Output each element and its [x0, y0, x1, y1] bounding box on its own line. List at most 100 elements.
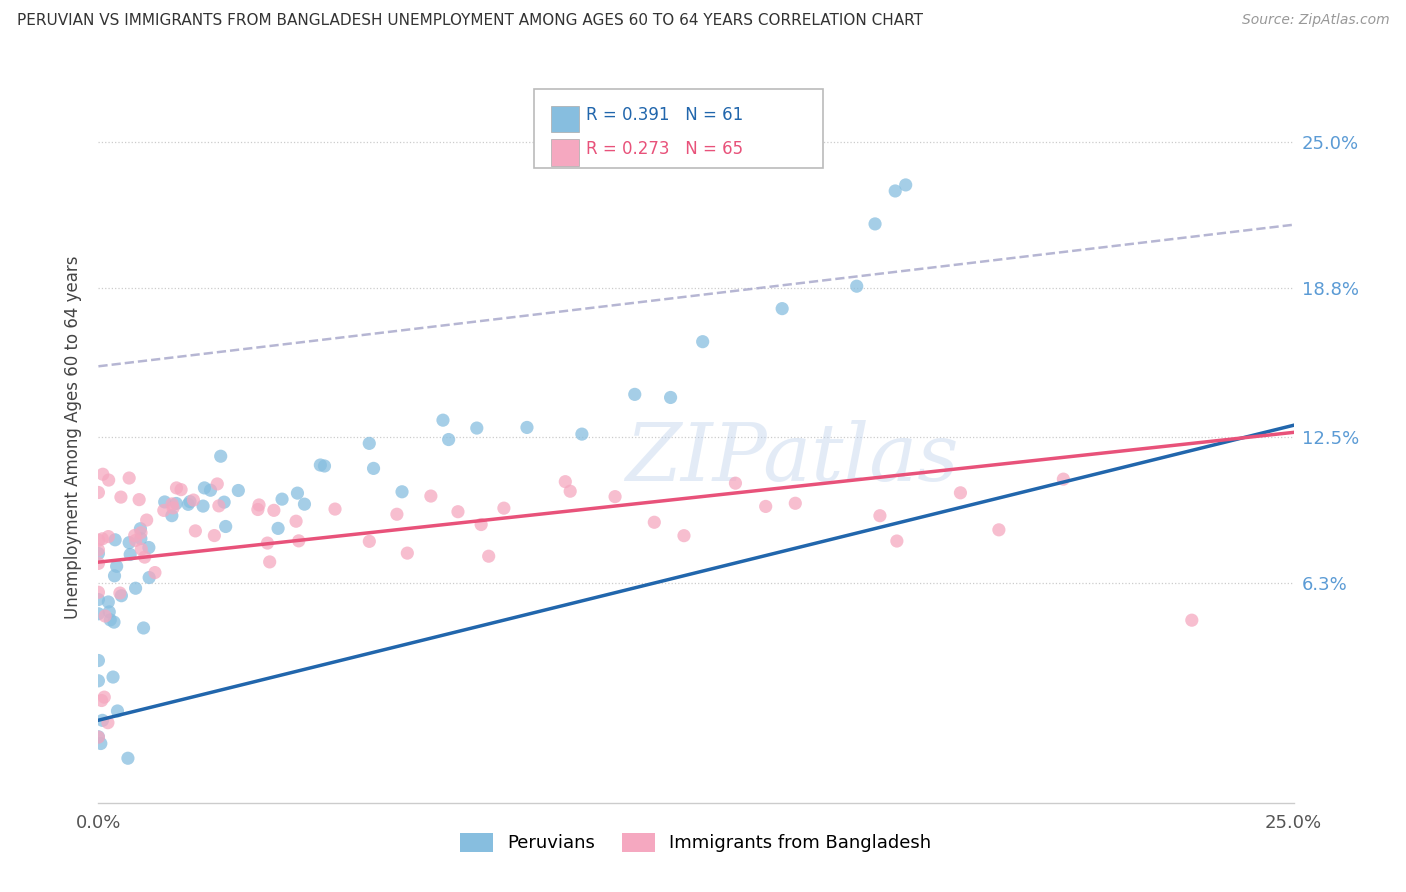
- Point: [309, 458, 332, 472]
- Point: [87, 542, 110, 557]
- Point: [160, 497, 183, 511]
- Point: [93, 690, 115, 705]
- Point: [162, 500, 184, 515]
- Point: [124, 581, 146, 595]
- Point: [478, 549, 501, 564]
- Point: [129, 522, 152, 536]
- Point: [87, 592, 110, 607]
- Text: R = 0.273   N = 65: R = 0.273 N = 65: [586, 140, 744, 158]
- Point: [1052, 472, 1074, 486]
- Point: [103, 615, 125, 629]
- Point: [363, 461, 385, 475]
- Point: [118, 471, 141, 485]
- Point: [87, 485, 110, 500]
- Point: [516, 420, 538, 434]
- Point: [256, 536, 278, 550]
- Point: [894, 178, 917, 192]
- Point: [183, 493, 205, 508]
- Point: [107, 704, 129, 718]
- Point: [1181, 613, 1204, 627]
- Point: [118, 535, 141, 549]
- Point: [863, 217, 886, 231]
- Point: [294, 497, 316, 511]
- Point: [132, 621, 155, 635]
- Point: [90, 737, 112, 751]
- Point: [131, 542, 153, 557]
- Point: [184, 524, 207, 538]
- Point: [120, 548, 142, 562]
- Point: [193, 481, 215, 495]
- Legend: Peruvians, Immigrants from Bangladesh: Peruvians, Immigrants from Bangladesh: [453, 826, 939, 860]
- Point: [138, 570, 160, 584]
- Point: [492, 501, 515, 516]
- Point: [465, 421, 488, 435]
- Point: [138, 541, 160, 555]
- Point: [884, 184, 907, 198]
- Point: [770, 301, 793, 316]
- Point: [97, 473, 120, 487]
- Point: [110, 589, 132, 603]
- Point: [87, 730, 110, 744]
- Point: [228, 483, 250, 498]
- Point: [124, 533, 146, 548]
- Point: [845, 279, 868, 293]
- Point: [101, 670, 124, 684]
- Point: [98, 613, 121, 627]
- Point: [153, 503, 176, 517]
- Point: [165, 496, 187, 510]
- Point: [87, 653, 110, 667]
- Point: [135, 513, 157, 527]
- Point: [91, 467, 114, 482]
- Text: Source: ZipAtlas.com: Source: ZipAtlas.com: [1241, 13, 1389, 28]
- Point: [263, 503, 285, 517]
- Point: [886, 534, 908, 549]
- Point: [554, 475, 576, 489]
- Point: [87, 557, 110, 571]
- Point: [90, 693, 112, 707]
- Point: [177, 497, 200, 511]
- Point: [271, 492, 294, 507]
- Point: [359, 534, 381, 549]
- Point: [259, 555, 281, 569]
- Point: [603, 490, 626, 504]
- Point: [202, 528, 225, 542]
- Point: [166, 481, 188, 495]
- Point: [215, 519, 238, 533]
- Point: [246, 502, 269, 516]
- Point: [419, 489, 441, 503]
- Point: [385, 508, 408, 522]
- Point: [692, 334, 714, 349]
- Point: [103, 569, 125, 583]
- Point: [755, 500, 778, 514]
- Point: [212, 495, 235, 509]
- Point: [94, 609, 117, 624]
- Point: [571, 427, 593, 442]
- Point: [87, 547, 110, 561]
- Point: [470, 517, 492, 532]
- Point: [287, 486, 309, 500]
- Point: [170, 483, 193, 497]
- Point: [391, 484, 413, 499]
- Point: [97, 715, 120, 730]
- Point: [87, 585, 110, 599]
- Point: [200, 483, 222, 498]
- Point: [623, 387, 645, 401]
- Point: [285, 514, 308, 528]
- Point: [267, 521, 290, 535]
- Point: [124, 528, 146, 542]
- Point: [128, 492, 150, 507]
- Point: [207, 477, 229, 491]
- Text: R = 0.391   N = 61: R = 0.391 N = 61: [586, 106, 744, 125]
- Point: [314, 458, 336, 473]
- Point: [91, 714, 114, 728]
- Point: [287, 533, 309, 548]
- Point: [87, 607, 110, 621]
- Point: [437, 433, 460, 447]
- Point: [208, 499, 231, 513]
- Point: [143, 566, 166, 580]
- Text: PERUVIAN VS IMMIGRANTS FROM BANGLADESH UNEMPLOYMENT AMONG AGES 60 TO 64 YEARS CO: PERUVIAN VS IMMIGRANTS FROM BANGLADESH U…: [17, 13, 922, 29]
- Point: [359, 436, 381, 450]
- Point: [560, 484, 582, 499]
- Text: ZIPatlas: ZIPatlas: [624, 420, 959, 498]
- Point: [724, 476, 747, 491]
